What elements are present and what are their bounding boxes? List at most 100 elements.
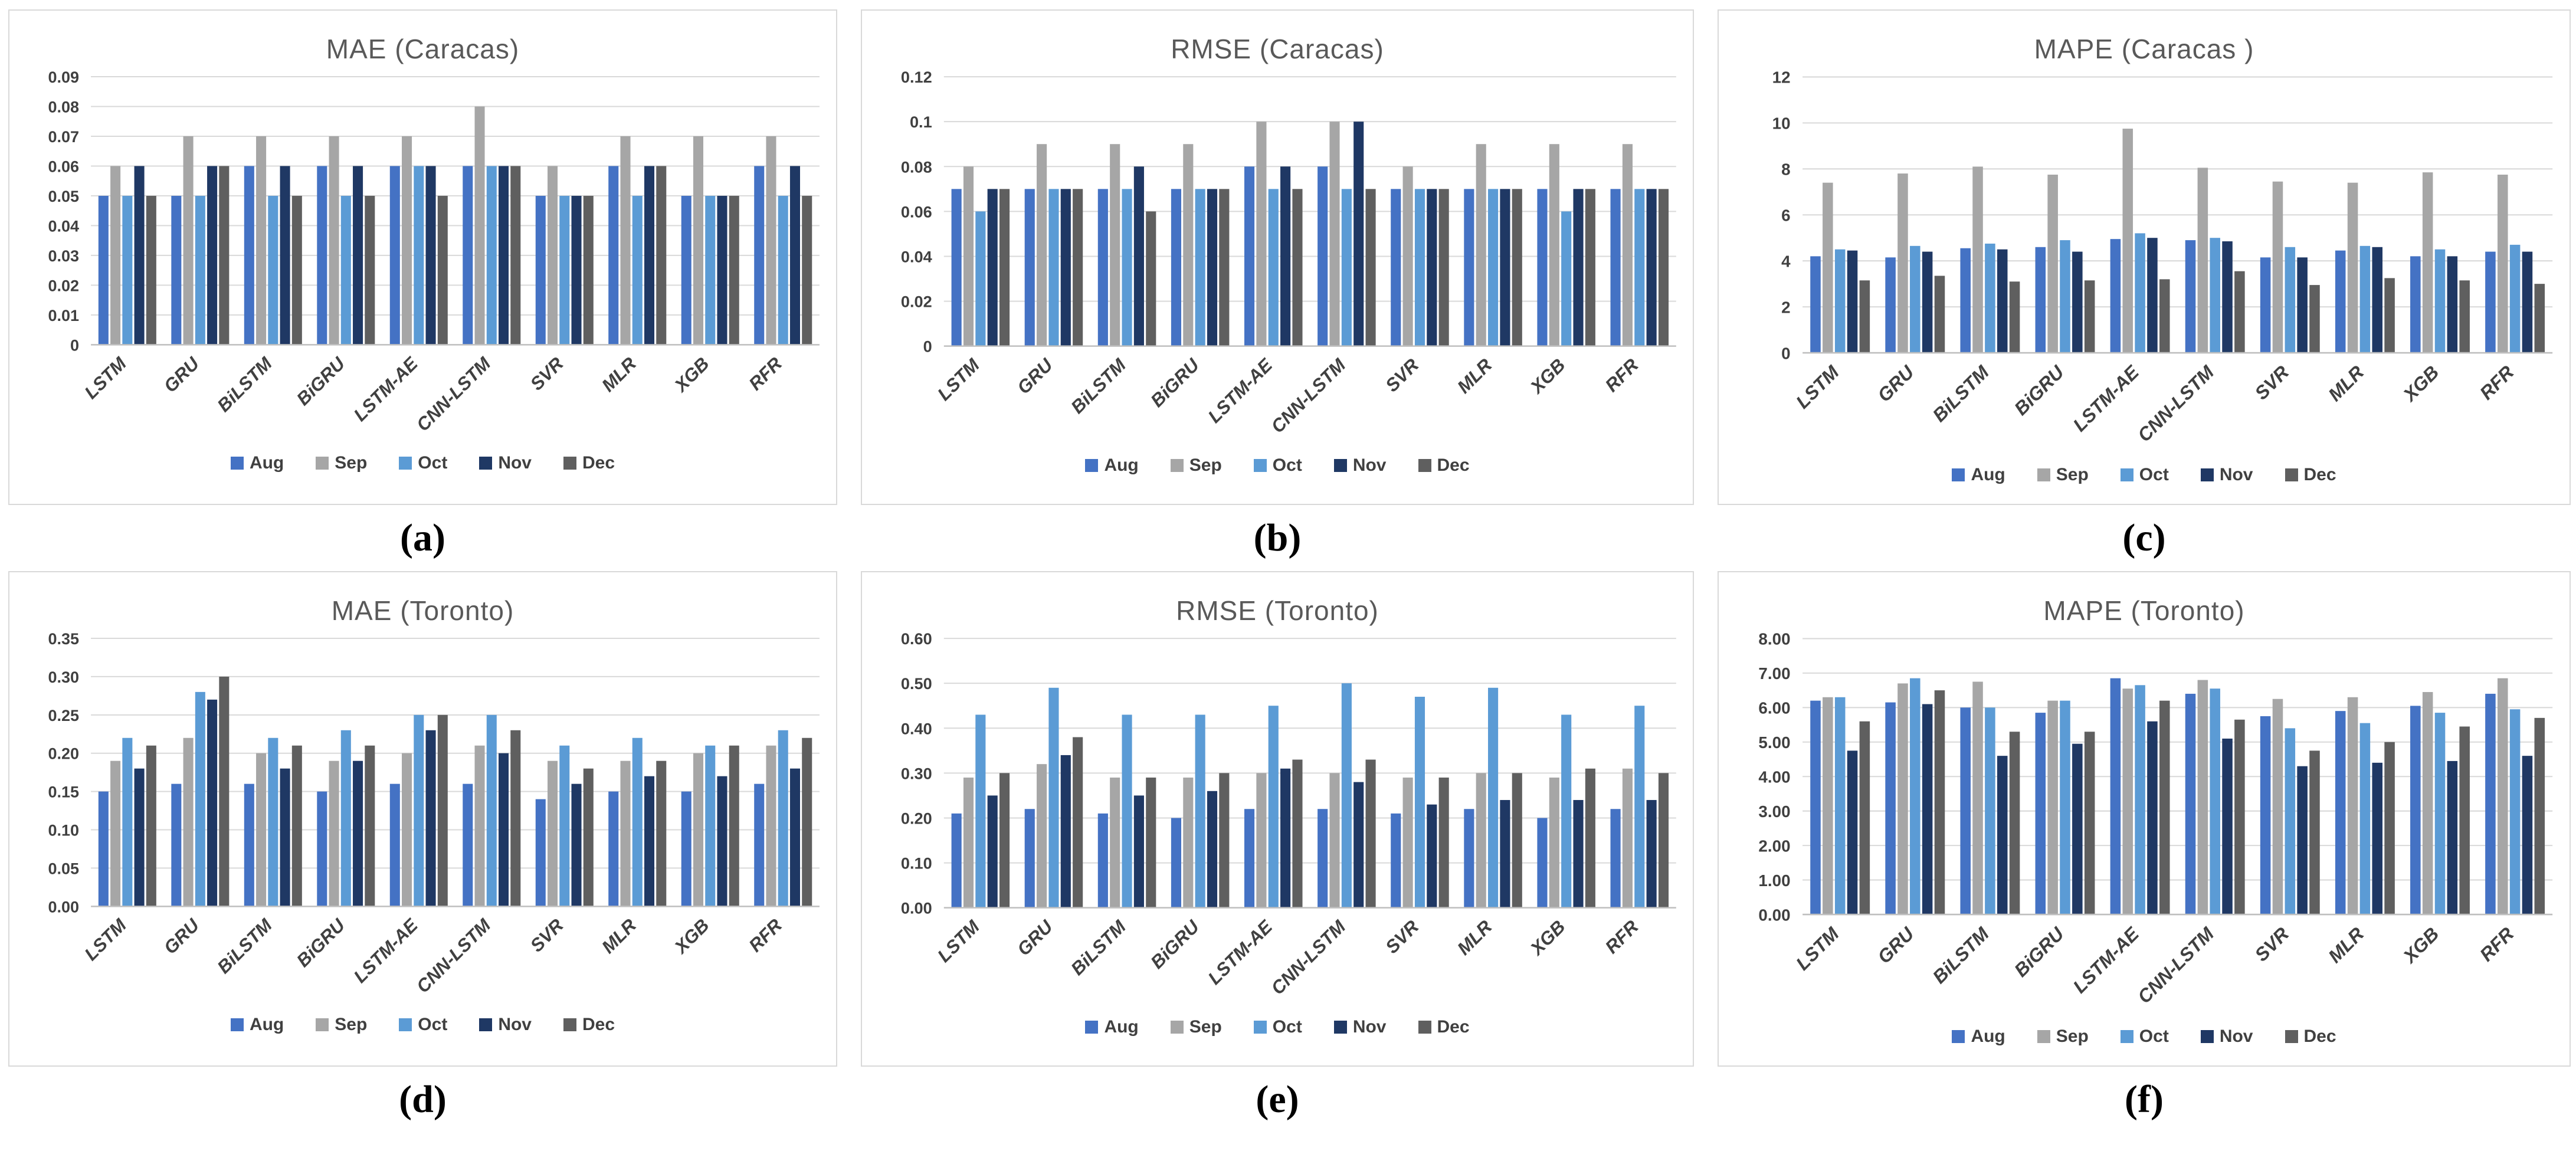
bar-aug-svr <box>1391 813 1401 908</box>
bar-sep-lstm <box>110 760 121 907</box>
bar-dec-gru <box>1934 276 1945 353</box>
figure-grid: MAE (Caracas) 0 0.01 0.02 0.03 0.04 0.05 0.06 0… <box>8 9 2571 1121</box>
y-tick-label: 0.12 <box>901 68 932 86</box>
bar-oct-mlr <box>632 195 643 345</box>
bar-dec-bilstm <box>291 745 302 907</box>
y-tick-label: 0.08 <box>48 98 80 116</box>
bar-sep-gru <box>1037 764 1047 908</box>
legend-swatch-icon <box>2200 468 2214 481</box>
bar-aug-xgb <box>2410 256 2421 353</box>
bar-dec-cnn-lstm <box>510 166 521 345</box>
bar-plot: 0.00 1.00 2.00 3.00 4.00 5.00 6.00 7.00 8.00 LSTM… <box>1758 630 2553 1008</box>
bar-nov-mlr <box>2372 247 2383 353</box>
chart-title: RMSE (Toronto) <box>1176 595 1379 626</box>
bar-sep-gru <box>183 136 194 345</box>
y-tick-label: 0.01 <box>48 307 80 324</box>
bar-aug-bigru <box>317 166 327 345</box>
x-category-label: MLR <box>1453 916 1496 959</box>
x-category-label: MLR <box>598 353 641 396</box>
legend-item-nov: Nov <box>479 453 532 473</box>
bar-oct-svr <box>2285 728 2296 915</box>
x-category-label: BiGRU <box>1146 916 1204 973</box>
legend-label: Oct <box>418 453 448 473</box>
bar-oct-lstm <box>122 195 133 345</box>
bar-nov-bilstm <box>1133 795 1144 908</box>
legend-item-nov: Nov <box>2200 1026 2253 1047</box>
bar-aug-bilstm <box>1960 248 1971 353</box>
bar-plot: 0.00 0.10 0.20 0.30 0.40 0.50 0.60 LSTM GRU BiLST… <box>901 630 1676 999</box>
bar-sep-xgb <box>2422 172 2433 353</box>
bar-plot: 0 2 4 6 8 10 12 LSTM GRU BiLSTM BiGRU LSTM-AECNN-LS… <box>1772 68 2553 446</box>
x-category-label: LSTM <box>80 914 130 965</box>
bar-nov-gru <box>1060 755 1071 908</box>
bar-nov-mlr <box>2372 762 2383 915</box>
bar-aug-gru <box>171 783 182 907</box>
bar-aug-rfr <box>2485 693 2496 915</box>
bar-aug-bigru <box>1171 818 1182 908</box>
y-tick-label: 0.04 <box>901 248 932 266</box>
legend-item-oct: Oct <box>399 453 447 473</box>
y-tick-label: 6 <box>1781 206 1790 225</box>
bar-sep-bigru <box>1183 777 1194 908</box>
bar-sep-bilstm <box>1972 681 1983 915</box>
bar-sep-svr <box>2272 181 2283 353</box>
y-tick-label: 0.00 <box>901 899 932 917</box>
bar-oct-svr <box>1414 697 1425 908</box>
x-category-label: RFR <box>745 914 786 956</box>
bar-dec-lstm <box>146 195 156 345</box>
bar-sep-lstm-ae <box>402 753 412 907</box>
bar-nov-lstm <box>134 768 145 907</box>
bar-oct-rfr <box>778 195 788 345</box>
legend-label: Dec <box>1437 455 1470 475</box>
bar-aug-lstm-ae <box>1244 166 1255 346</box>
bar-sep-gru <box>1897 173 1908 353</box>
bar-nov-svr <box>571 783 582 907</box>
chart-title: MAPE (Caracas ) <box>2034 34 2254 64</box>
legend-swatch-icon <box>1952 468 1965 481</box>
figure-caption: (f) <box>2125 1078 2164 1121</box>
bar-dec-xgb <box>1585 768 1595 908</box>
bar-sep-cnn-lstm <box>2197 168 2208 353</box>
bar-aug-rfr <box>1610 809 1621 908</box>
bar-sep-gru <box>1037 144 1047 346</box>
x-category-label: SVR <box>1381 355 1423 396</box>
x-category-label: GRU <box>1013 916 1057 960</box>
legend-label: Nov <box>498 453 532 473</box>
x-category-label: SVR <box>1381 916 1423 958</box>
bar-dec-lstm-ae <box>2159 700 2170 915</box>
legend-item-aug: Aug <box>1952 1027 2005 1047</box>
legend-swatch-icon <box>2285 1029 2298 1043</box>
bar-aug-mlr <box>2335 250 2346 353</box>
bar-dec-xgb <box>1585 189 1595 346</box>
bar-nov-bigru <box>1207 791 1218 908</box>
bar-nov-svr <box>571 195 582 345</box>
bar-aug-cnn-lstm <box>463 166 473 345</box>
bar-aug-lstm-ae <box>2110 678 2121 915</box>
legend-label: Dec <box>1437 1017 1470 1037</box>
legend-swatch-icon <box>2037 1029 2050 1043</box>
bar-sep-rfr <box>766 136 776 345</box>
bar-dec-rfr <box>1658 773 1669 908</box>
bar-dec-bigru <box>1219 773 1230 908</box>
bar-nov-bigru <box>353 760 363 907</box>
x-category-label: BiLSTM <box>213 353 276 416</box>
legend-swatch-icon <box>1085 1020 1099 1034</box>
bar-nov-xgb <box>2447 256 2458 353</box>
chart-title: RMSE (Caracas) <box>1171 34 1384 64</box>
bar-sep-rfr <box>1622 768 1633 908</box>
bar-oct-cnn-lstm <box>2210 688 2220 915</box>
legend-swatch-icon <box>1170 1020 1184 1034</box>
bar-nov-mlr <box>644 166 655 345</box>
bar-oct-mlr <box>2359 723 2371 915</box>
bar-dec-mlr <box>2384 278 2395 353</box>
bar-nov-svr <box>1427 804 1437 908</box>
legend-item-dec: Dec <box>1418 1017 1470 1037</box>
legend-swatch-icon <box>479 457 493 470</box>
y-tick-label: 0.35 <box>48 630 80 648</box>
legend-label: Nov <box>2219 1026 2253 1046</box>
x-category-label: LSTM <box>1792 923 1844 975</box>
x-category-label: LSTM-AE <box>1204 354 1277 427</box>
bar-oct-cnn-lstm <box>486 166 497 345</box>
y-tick-label: 0.07 <box>48 128 80 146</box>
legend-swatch-icon <box>316 457 329 470</box>
